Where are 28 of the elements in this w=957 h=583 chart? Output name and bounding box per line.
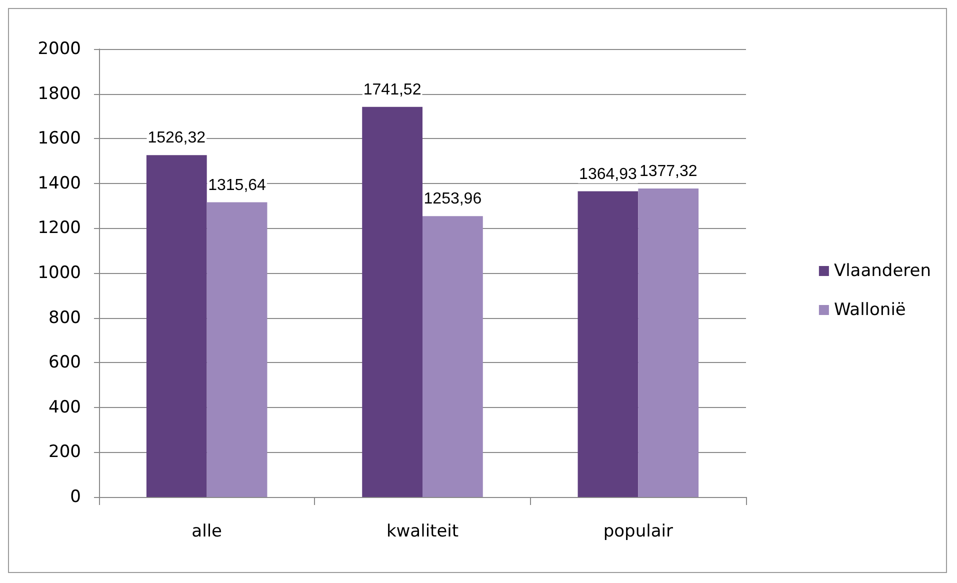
y-tick-label: 0 [70, 487, 81, 507]
x-tick-label: alle [192, 522, 222, 542]
bar [638, 188, 699, 497]
legend-label: Vlaanderen [834, 261, 931, 281]
bar [146, 155, 207, 497]
data-label: 1526,32 [148, 130, 206, 147]
data-label: 1377,32 [639, 162, 698, 180]
y-tick-label: 200 [48, 442, 81, 462]
data-label: 1253,96 [424, 190, 482, 208]
data-label: 1364,93 [579, 166, 637, 183]
legend-label: Wallonië [834, 300, 906, 320]
y-tick-label: 1800 [38, 84, 81, 104]
y-tick-label: 1200 [38, 218, 81, 238]
x-tick-label: kwaliteit [386, 522, 459, 542]
x-tick-label: populair [603, 522, 673, 542]
bar [206, 202, 268, 497]
y-tick-label: 800 [48, 308, 81, 328]
y-tick-label: 400 [48, 397, 81, 418]
bar [362, 106, 422, 497]
y-tick-label: 600 [48, 352, 81, 373]
bar [422, 216, 483, 497]
data-label: 1315,64 [208, 176, 266, 194]
data-label: 1741,52 [363, 81, 422, 98]
y-tick-label: 1000 [38, 263, 81, 283]
y-tick-label: 2000 [38, 39, 81, 59]
y-tick-label: 1600 [38, 128, 81, 149]
y-tick-label: 1400 [38, 173, 81, 194]
bar [578, 191, 638, 497]
